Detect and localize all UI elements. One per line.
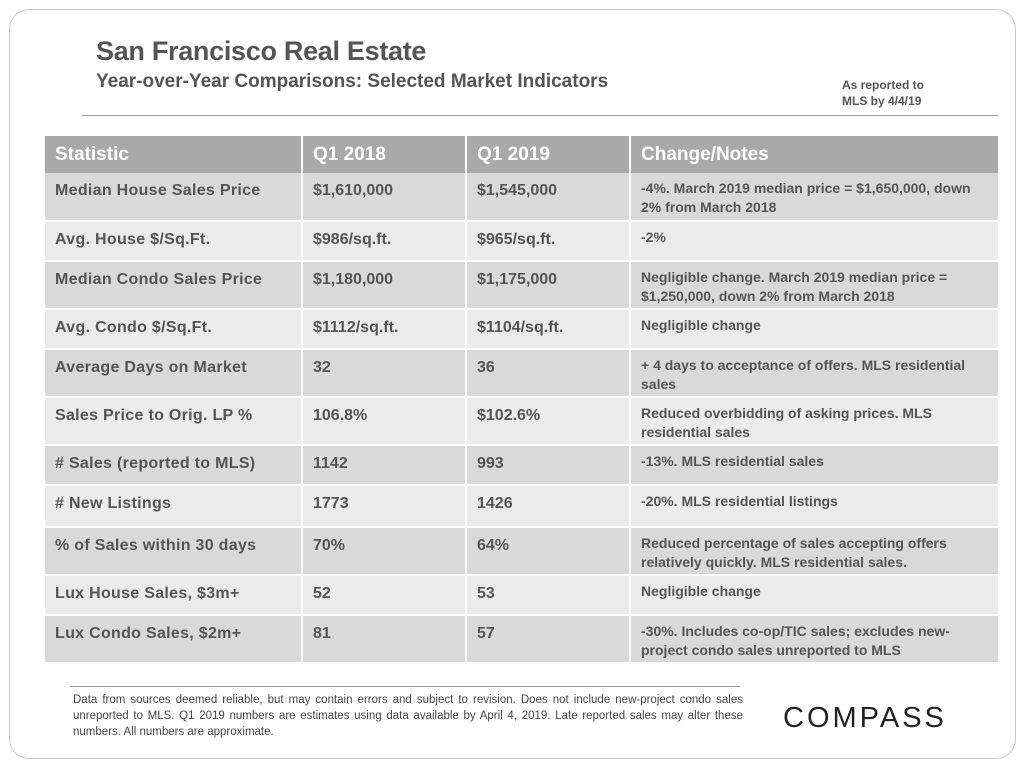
stat-cell: # Sales (reported to MLS) — [45, 445, 303, 486]
report-note-line2: MLS by 4/4/19 — [842, 94, 922, 108]
column-header-statistic: Statistic — [45, 136, 303, 173]
q1-2019-cell: $102.6% — [466, 397, 631, 446]
table-header-row: Statistic Q1 2018 Q1 2019 Change/Notes — [45, 136, 998, 173]
column-header-q1-2018: Q1 2018 — [302, 136, 467, 173]
notes-cell: -4%. March 2019 median price = $1,650,00… — [630, 173, 998, 222]
table-row: Avg. Condo $/Sq.Ft. $1112/sq.ft. $1104/sq.… — [45, 309, 998, 350]
stat-cell: Sales Price to Orig. LP % — [45, 397, 303, 446]
notes-cell: Reduced percentage of sales accepting of… — [630, 527, 998, 576]
stat-cell: Avg. House $/Sq.Ft. — [45, 221, 303, 262]
column-header-change-notes: Change/Notes — [630, 136, 998, 173]
stat-cell: Average Days on Market — [45, 349, 303, 398]
header-divider — [82, 115, 998, 116]
page-subtitle: Year-over-Year Comparisons: Selected Mar… — [96, 71, 609, 92]
q1-2019-cell: 1426 — [466, 485, 631, 528]
q1-2018-cell: 1773 — [302, 485, 467, 528]
stat-cell: Median Condo Sales Price — [45, 261, 303, 310]
table-row: Average Days on Market 32 36 + 4 days to ac… — [45, 349, 998, 398]
q1-2019-cell: $1104/sq.ft. — [466, 309, 631, 350]
q1-2019-cell: 53 — [466, 575, 631, 616]
report-note-line1: As reported to — [842, 78, 925, 92]
q1-2018-cell: 1142 — [302, 445, 467, 486]
table-row: Lux House Sales, $3m+ 52 53 Negligible chan… — [45, 575, 998, 616]
notes-cell: Negligible change. March 2019 median pri… — [630, 261, 998, 310]
stat-cell: Median House Sales Price — [45, 173, 303, 222]
q1-2018-cell: 81 — [302, 615, 467, 664]
table-row: Median Condo Sales Price $1,180,000 $1,175… — [45, 261, 998, 310]
stat-cell: # New Listings — [45, 485, 303, 528]
notes-cell: -13%. MLS residential sales — [630, 445, 998, 486]
q1-2019-cell: 64% — [466, 527, 631, 576]
q1-2018-cell: $1,180,000 — [302, 261, 467, 310]
notes-cell: Negligible change — [630, 309, 998, 350]
table-row: Median House Sales Price $1,610,000 $1,545… — [45, 173, 998, 222]
q1-2018-cell: 70% — [302, 527, 467, 576]
q1-2018-cell: $1112/sq.ft. — [302, 309, 467, 350]
footer-disclaimer: Data from sources deemed reliable, but m… — [73, 694, 743, 738]
table-row: Sales Price to Orig. LP % 106.8% $102.6% Re… — [45, 397, 998, 446]
q1-2018-cell: 106.8% — [302, 397, 467, 446]
stat-cell: % of Sales within 30 days — [45, 527, 303, 576]
stat-cell: Lux Condo Sales, $2m+ — [45, 615, 303, 664]
q1-2019-cell: $1,175,000 — [466, 261, 631, 310]
notes-cell: -20%. MLS residential listings — [630, 485, 998, 528]
notes-cell: Reduced overbidding of asking prices. ML… — [630, 397, 998, 446]
stat-cell: Lux House Sales, $3m+ — [45, 575, 303, 616]
market-indicators-table: Statistic Q1 2018 Q1 2019 Change/Notes M… — [45, 136, 998, 664]
table-row: % of Sales within 30 days 70% 64% Reduced p… — [45, 527, 998, 576]
notes-cell: + 4 days to acceptance of offers. MLS re… — [630, 349, 998, 398]
q1-2019-cell: $1,545,000 — [466, 173, 631, 222]
compass-logo: COMPASS — [783, 702, 947, 734]
notes-cell: -2% — [630, 221, 998, 262]
table-row: Avg. House $/Sq.Ft. $986/sq.ft. $965/sq.ft… — [45, 221, 998, 262]
column-header-q1-2019: Q1 2019 — [466, 136, 631, 173]
q1-2018-cell: $1,610,000 — [302, 173, 467, 222]
q1-2018-cell: 52 — [302, 575, 467, 616]
footer-divider — [70, 686, 740, 687]
stat-cell: Avg. Condo $/Sq.Ft. — [45, 309, 303, 350]
table-row: # Sales (reported to MLS) 1142 993 -13%. ML… — [45, 445, 998, 486]
notes-cell: -30%. Includes co-op/TIC sales; excludes… — [630, 615, 998, 664]
table-row: # New Listings 1773 1426 -20%. MLS resident… — [45, 485, 998, 528]
table-row: Lux Condo Sales, $2m+ 81 57 -30%. Includes … — [45, 615, 998, 664]
q1-2019-cell: 36 — [466, 349, 631, 398]
table-body: Median House Sales Price $1,610,000 $1,545… — [45, 173, 998, 664]
notes-cell: Negligible change — [630, 575, 998, 616]
q1-2019-cell: 57 — [466, 615, 631, 664]
q1-2018-cell: 32 — [302, 349, 467, 398]
page-title: San Francisco Real Estate — [96, 36, 427, 66]
q1-2019-cell: 993 — [466, 445, 631, 486]
q1-2018-cell: $986/sq.ft. — [302, 221, 467, 262]
q1-2019-cell: $965/sq.ft. — [466, 221, 631, 262]
report-note: As reported to MLS by 4/4/19 — [842, 77, 924, 109]
